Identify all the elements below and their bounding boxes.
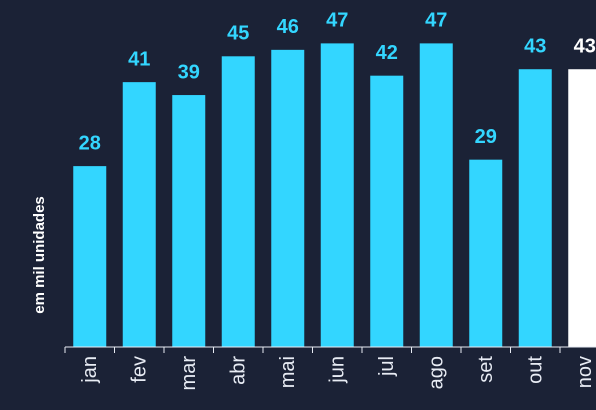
x-tick-label: mai: [277, 356, 299, 388]
bar: [172, 95, 206, 347]
bar: [370, 75, 404, 348]
bar: [221, 56, 255, 348]
bar: [568, 69, 596, 347]
data-label: 47: [326, 10, 348, 32]
x-tick-label: ago: [426, 356, 448, 389]
data-label: 45: [227, 23, 249, 45]
y-axis-label: em mil unidades: [31, 196, 48, 314]
x-tick-label: jun: [327, 356, 349, 384]
data-label: 39: [178, 61, 200, 83]
data-label: 29: [475, 126, 497, 148]
bar: [122, 82, 156, 347]
bar: [73, 166, 107, 347]
x-tick-label: mar: [178, 356, 200, 391]
data-label: 46: [277, 16, 299, 38]
bar: [320, 43, 354, 347]
x-tick-label: jan: [79, 356, 101, 384]
data-label: 43: [574, 36, 596, 58]
data-label: 43: [524, 36, 546, 58]
x-tick-label: out: [525, 356, 547, 384]
data-label: 28: [79, 132, 101, 154]
x-tick-label: abr: [228, 356, 250, 385]
x-tick-label: nov: [574, 356, 596, 388]
x-tick-label: set: [475, 356, 497, 383]
data-label: 47: [425, 10, 447, 32]
bar: [419, 43, 453, 347]
x-tick-label: jul: [376, 356, 398, 377]
x-tick-label: fev: [129, 356, 151, 383]
bar: [469, 159, 503, 347]
bar: [518, 69, 552, 347]
bar: [271, 49, 305, 348]
data-label: 42: [376, 42, 398, 64]
data-label: 41: [128, 48, 150, 70]
